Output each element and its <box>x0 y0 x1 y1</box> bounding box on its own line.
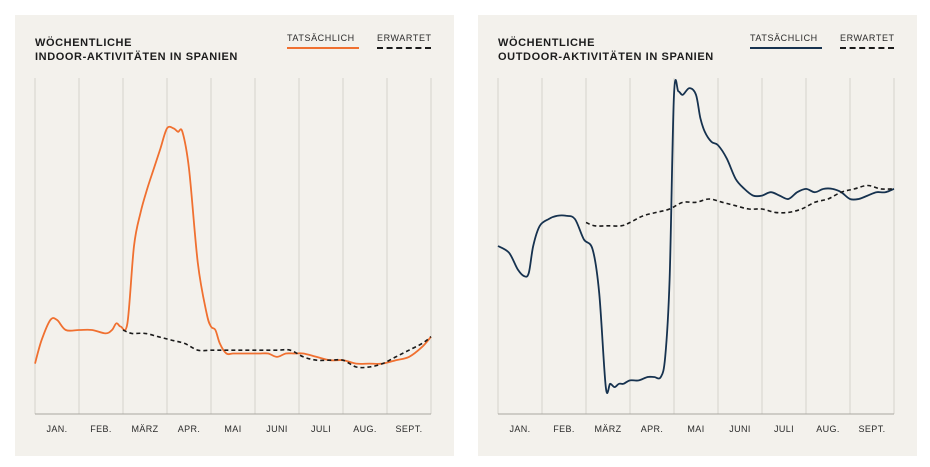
x-tick-label: JAN. <box>46 424 68 434</box>
x-tick-label: APR. <box>177 424 201 434</box>
outdoor-chart-plot <box>497 78 895 415</box>
legend-label-actual: TATSÄCHLICH <box>750 33 818 43</box>
indoor-chart-plot <box>34 78 432 415</box>
outdoor-chart-panel: WÖCHENTLICHE OUTDOOR-AKTIVITÄTEN IN SPAN… <box>478 15 917 456</box>
series-line-expected <box>585 184 895 227</box>
legend-label-actual: TATSÄCHLICH <box>287 33 355 43</box>
indoor-chart-panel: WÖCHENTLICHE INDOOR-AKTIVITÄTEN IN SPANI… <box>15 15 454 456</box>
x-tick-label: APR. <box>640 424 664 434</box>
x-tick-label: SEPT. <box>395 424 423 434</box>
legend-swatch-expected <box>377 47 431 49</box>
chart-title-line-2: INDOOR-AKTIVITÄTEN IN SPANIEN <box>35 51 238 63</box>
chart-title: WÖCHENTLICHE OUTDOOR-AKTIVITÄTEN IN SPAN… <box>498 36 714 64</box>
series-line-actual <box>497 79 895 394</box>
chart-title: WÖCHENTLICHE INDOOR-AKTIVITÄTEN IN SPANI… <box>35 36 238 64</box>
legend-item-expected: ERWARTET <box>377 33 432 49</box>
x-tick-label: FEB. <box>90 424 112 434</box>
legend-label-expected: ERWARTET <box>377 33 432 43</box>
x-tick-label: JULI <box>773 424 795 434</box>
series-line-actual <box>34 125 432 365</box>
chart-title-line-1: WÖCHENTLICHE <box>498 37 596 49</box>
x-tick-label: JAN. <box>509 424 531 434</box>
x-tick-label: JULI <box>310 424 332 434</box>
x-tick-label: AUG. <box>353 424 377 434</box>
x-tick-label: MAI <box>224 424 242 434</box>
legend-swatch-actual <box>750 47 822 49</box>
x-tick-label: JUNI <box>266 424 288 434</box>
x-tick-label: FEB. <box>553 424 575 434</box>
legend-item-actual: TATSÄCHLICH <box>287 33 359 49</box>
x-tick-label: SEPT. <box>858 424 886 434</box>
x-tick-label: JUNI <box>729 424 751 434</box>
chart-title-line-2: OUTDOOR-AKTIVITÄTEN IN SPANIEN <box>498 51 714 63</box>
legend-swatch-expected <box>840 47 894 49</box>
legend-item-actual: TATSÄCHLICH <box>750 33 822 49</box>
x-tick-label: AUG. <box>816 424 840 434</box>
series-line-expected <box>122 329 432 369</box>
chart-title-line-1: WÖCHENTLICHE <box>35 37 133 49</box>
x-tick-label: MÄRZ <box>131 424 159 434</box>
legend-label-expected: ERWARTET <box>840 33 895 43</box>
legend-swatch-actual <box>287 47 359 49</box>
x-tick-label: MÄRZ <box>594 424 622 434</box>
x-tick-label: MAI <box>687 424 705 434</box>
legend-item-expected: ERWARTET <box>840 33 895 49</box>
